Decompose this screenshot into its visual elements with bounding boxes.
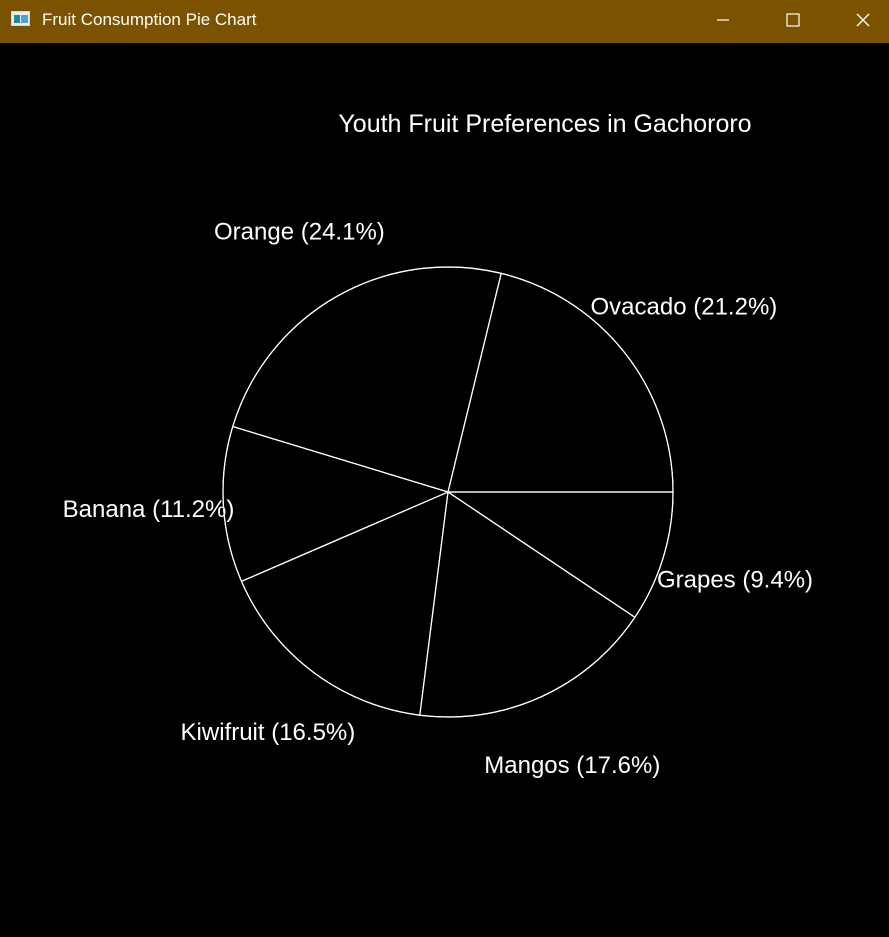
slice-label-mangos: Mangos (17.6%) <box>484 752 660 779</box>
pie-slice-banana <box>222 425 450 583</box>
app-window-icon <box>11 11 30 26</box>
maximize-icon <box>786 13 800 27</box>
pie-slice-orange <box>231 266 502 493</box>
slice-label-grapes: Grapes (9.4%) <box>657 566 813 593</box>
slice-label-ovacado: Ovacado (21.2%) <box>591 294 778 321</box>
close-icon <box>856 13 870 27</box>
slice-label-banana: Banana (11.2%) <box>63 496 235 523</box>
pie-slices <box>222 266 674 718</box>
minimize-button[interactable] <box>700 0 746 40</box>
pie-slice-labels: Ovacado (21.2%) Orange (24.1%) Banana (11.… <box>63 218 813 779</box>
minimize-icon <box>717 19 729 21</box>
close-button[interactable] <box>840 0 886 40</box>
pie-slice-grapes <box>446 491 674 619</box>
pie-slice-mangos <box>419 490 636 718</box>
window-title: Fruit Consumption Pie Chart <box>42 10 257 29</box>
slice-label-orange: Orange (24.1%) <box>214 218 385 245</box>
slice-label-kiwifruit: Kiwifruit (16.5%) <box>181 719 356 746</box>
pie-slice-ovacado <box>447 272 674 493</box>
pie-slice-kiwifruit <box>240 491 449 716</box>
chart-title: Youth Fruit Preferences in Gachororo <box>338 110 751 138</box>
pie-chart: Youth Fruit Preferences in Gachororo Ova… <box>63 110 813 779</box>
title-bar[interactable]: Fruit Consumption Pie Chart <box>0 0 889 43</box>
maximize-button[interactable] <box>770 0 816 40</box>
